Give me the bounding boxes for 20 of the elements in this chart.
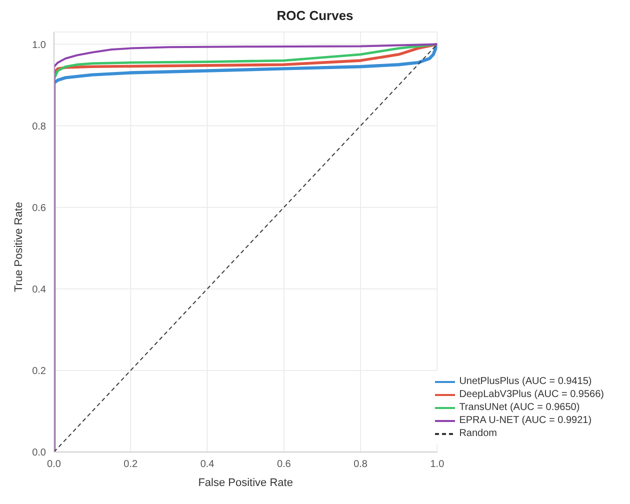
x-axis-title: False Positive Rate: [198, 477, 293, 489]
legend-label: TransUNet (AUC = 0.9650): [459, 401, 580, 414]
x-tick-label: 0.0: [47, 459, 62, 470]
legend-label: Random: [459, 427, 497, 440]
legend-label: DeepLabV3Plus (AUC = 0.9566): [459, 388, 604, 401]
x-tick-label: 0.2: [124, 459, 138, 470]
legend-label: EPRA U-NET (AUC = 0.9921): [459, 414, 592, 427]
legend-label: UnetPlusPlus (AUC = 0.9415): [459, 375, 592, 388]
x-tick-label: 0.8: [354, 459, 368, 470]
y-tick-label: 0.4: [32, 284, 46, 296]
y-tick-label: 0.8: [32, 121, 46, 132]
y-tick-label: 1.0: [32, 40, 46, 51]
y-tick-label: 0.2: [32, 366, 46, 377]
y-tick-label: 0.0: [32, 448, 46, 459]
y-tick-label: 0.6: [32, 202, 46, 214]
x-tick-label: 0.6: [276, 459, 292, 470]
x-tick-label: 1.0: [430, 459, 445, 470]
chart-title: ROC Curves: [276, 8, 354, 25]
x-tick-label: 0.4: [200, 459, 215, 470]
y-axis-title: True Positive Rate: [12, 202, 25, 292]
